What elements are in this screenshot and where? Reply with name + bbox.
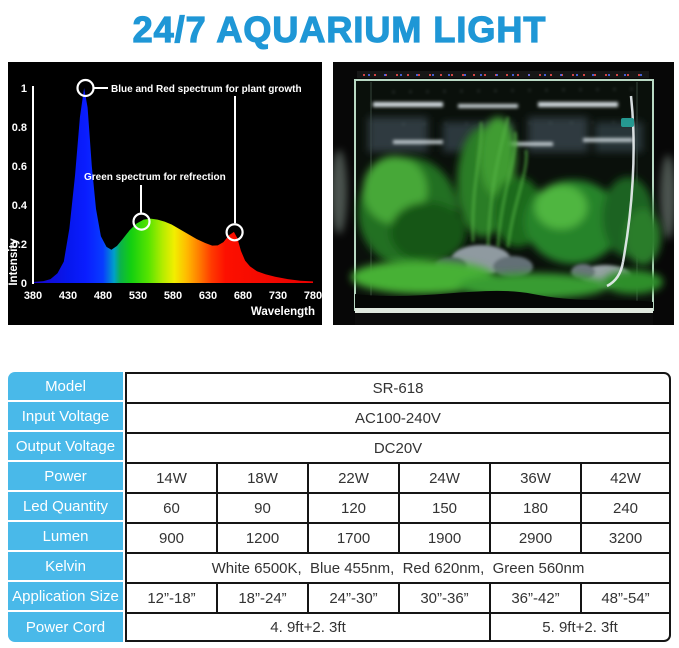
row-label-output-voltage: Output Voltage [8,432,125,462]
spec-value: 48”-54” [580,582,671,612]
spec-value: SR-618 [125,372,671,402]
y-axis-label: Intensity [8,238,20,286]
gravel-strip [355,308,653,313]
x-tick-label: 730 [269,290,287,302]
y-tick-label: 0.2 [12,239,27,251]
spectrum-chart: 0 0.2 0.4 0.6 0.8 1 380 430 480 530 580 630 680 730 78… [8,62,322,325]
spec-value: DC20V [125,432,671,462]
spec-value: 24”-30” [307,582,398,612]
y-tick-label: 1 [21,83,27,95]
tall-grass [471,116,528,248]
spec-table: Model SR-618 Input Voltage AC100-240V Output… [8,372,671,642]
spec-value: 24W [398,462,489,492]
page-title: 24/7 AQUARIUM LIGHT [132,8,547,50]
spec-value: White 6500K, Blue 455nm, Red 620nm, Gree… [125,552,671,582]
spec-value: 120 [307,492,398,522]
x-tick-label: 530 [129,290,147,302]
aquarium-photo [333,62,674,325]
spec-value: 42W [580,462,671,492]
row-label-input-voltage: Input Voltage [8,402,125,432]
filter-tube [606,95,635,288]
y-tick-label: 0.6 [12,161,27,173]
row-label-model: Model [8,372,125,402]
x-tick-label: 430 [59,290,77,302]
callout-ring [132,212,151,231]
row-label-application-size: Application Size [8,582,125,612]
x-tick-label: 480 [94,290,112,302]
tank-stand [355,313,653,325]
y-tick-label: 0.4 [12,200,28,212]
spec-value: 150 [398,492,489,522]
spec-value: 36W [489,462,580,492]
aquarium-photo-art [333,62,674,325]
row-label-kelvin: Kelvin [8,552,125,582]
spec-value: 60 [125,492,216,522]
spec-value: 30”-36” [398,582,489,612]
spec-value: 3200 [580,522,671,552]
substrate [355,290,653,310]
spec-value: 900 [125,522,216,552]
x-tick-label: 630 [199,290,217,302]
hero-panels: 0 0.2 0.4 0.6 0.8 1 380 430 480 530 580 630 680 730 78… [0,62,679,325]
spec-value: 4. 9ft+2. 3ft [125,612,489,642]
spec-value: 240 [580,492,671,522]
plants [358,117,661,267]
spec-value: 12”-18” [125,582,216,612]
spec-value: 1700 [307,522,398,552]
spec-value: 1200 [216,522,307,552]
spec-value: 18W [216,462,307,492]
spec-value: 36”-42” [489,582,580,612]
x-axis-label: Wavelength [251,306,315,318]
spec-value: 5. 9ft+2. 3ft [489,612,671,642]
spec-value: 2900 [489,522,580,552]
spec-value: 90 [216,492,307,522]
spec-value: 180 [489,492,580,522]
spectrum-area [33,88,313,283]
spec-value: 18”-24” [216,582,307,612]
x-tick-label: 680 [234,290,252,302]
spec-value: 14W [125,462,216,492]
x-tick-label: 580 [164,290,182,302]
row-label-led-quantity: Led Quantity [8,492,125,522]
row-label-power-cord: Power Cord [8,612,125,642]
annotation-blue-red: Blue and Red spectrum for plant growth [111,84,302,95]
spec-value: 1900 [398,522,489,552]
x-tick-label: 780 [304,290,322,302]
callout-ring [225,223,244,242]
y-tick-label: 0 [21,278,27,290]
y-tick-label: 0.8 [12,122,27,134]
led-fixture [357,71,649,78]
light-reflections [373,88,634,146]
callout-ring [76,78,95,98]
spec-value: 22W [307,462,398,492]
row-label-lumen: Lumen [8,522,125,552]
row-label-power: Power [8,462,125,492]
annotation-green: Green spectrum for refrection [84,172,226,183]
x-tick-label: 380 [24,290,42,302]
spectrum-chart-svg: 0 0.2 0.4 0.6 0.8 1 380 430 480 530 580 630 680 730 78… [8,62,322,325]
spec-value: AC100-240V [125,402,671,432]
side-glows [333,150,674,239]
